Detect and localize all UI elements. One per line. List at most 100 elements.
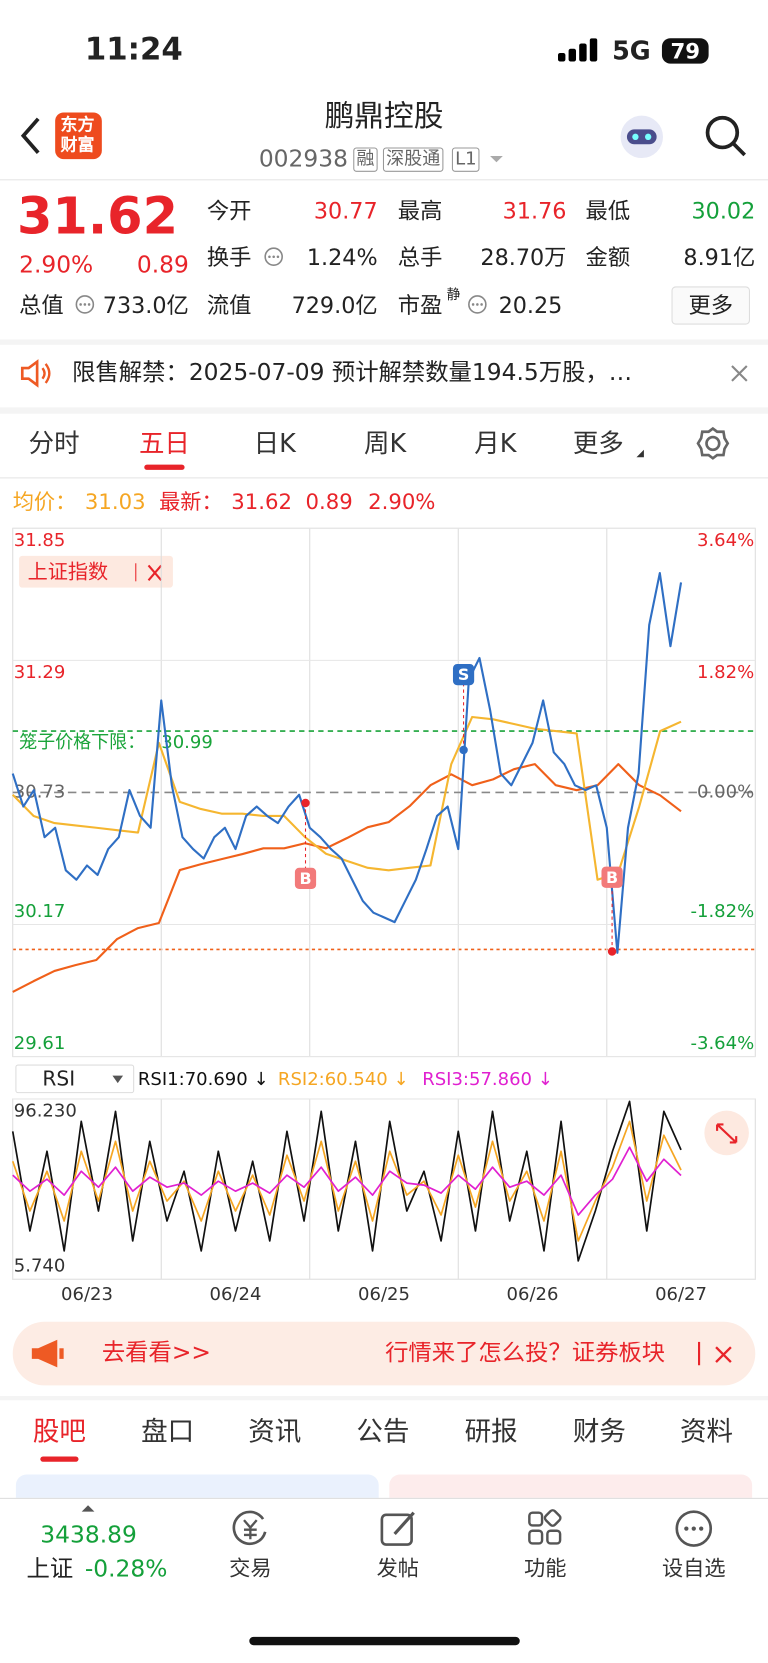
dropdown[interactable]: [488, 154, 505, 165]
y2-tick-label: -3.64%: [690, 1033, 754, 1054]
speaker-icon: [20, 359, 51, 388]
info-icon[interactable]: [74, 294, 95, 315]
signal: [557, 38, 598, 62]
clock: 11:24: [84, 30, 183, 67]
field-value: 31.76: [502, 198, 567, 224]
nav-item[interactable]: 设自选: [661, 1555, 726, 1581]
ad-action[interactable]: 去看看>>: [101, 1339, 211, 1367]
nav-item[interactable]: 功能: [524, 1555, 567, 1581]
latest-pct: 2.90%: [368, 490, 435, 515]
gap: [0, 339, 768, 345]
notice[interactable]: 限售解禁：2025-07-09 预计解禁数量194.5万股，…: [72, 359, 633, 387]
latest-label: 最新：: [159, 490, 223, 515]
change: 0.89: [136, 252, 189, 279]
select-arrow: [112, 1075, 124, 1084]
y2-tick-label: 1.82%: [697, 662, 754, 683]
price: 31.62: [16, 186, 179, 247]
close[interactable]: [730, 364, 749, 383]
post-icon[interactable]: [378, 1508, 420, 1548]
info-icon[interactable]: [263, 246, 284, 267]
latest-change: 0.89: [306, 490, 353, 515]
field-label: 金额: [585, 245, 631, 271]
more-arrow: [636, 449, 644, 458]
back[interactable]: [17, 115, 45, 157]
x-tick-label: 06/26: [507, 1284, 559, 1305]
trade-dot: [607, 947, 617, 956]
field-value: 20.25: [498, 292, 563, 319]
field-value: 28.70万: [480, 245, 567, 271]
indicator-label: RSI2:60.540 ↓: [278, 1069, 409, 1090]
battery: 79: [661, 38, 709, 64]
y-tick-label: 96.230: [14, 1101, 77, 1122]
period-tab[interactable]: 五日: [138, 428, 190, 459]
trade-badge: [452, 664, 475, 686]
trade-badge: [294, 867, 317, 889]
trade-icon[interactable]: [229, 1508, 271, 1548]
period-tab[interactable]: 月K: [474, 428, 517, 459]
watch-icon[interactable]: [674, 1508, 716, 1548]
settings[interactable]: [695, 425, 731, 461]
logo-text: 财富: [60, 134, 95, 155]
trade-dot: [301, 798, 310, 808]
field-value: 729.0亿: [291, 292, 378, 319]
avatar[interactable]: [617, 112, 666, 161]
content-tab[interactable]: 盘口: [141, 1416, 195, 1447]
nav-item[interactable]: 发帖: [376, 1555, 420, 1581]
trade-dot: [459, 745, 468, 755]
index-name: 上证: [26, 1556, 74, 1583]
nav-item[interactable]: 交易: [229, 1555, 272, 1581]
field-value: 30.77: [313, 198, 378, 224]
logo[interactable]: 东方 财富: [55, 112, 102, 160]
avg-label: 均价：: [13, 490, 77, 515]
indicator-select[interactable]: [15, 1064, 135, 1094]
overlay-tag[interactable]: [19, 555, 173, 588]
x-tick-label: 06/24: [210, 1284, 262, 1305]
series-line: [12, 1146, 682, 1216]
period-tab[interactable]: 分时: [28, 428, 80, 459]
content-tab[interactable]: 资讯: [248, 1416, 302, 1447]
latest-value: 31.62: [231, 490, 292, 515]
trade-badge: [601, 866, 623, 888]
feature-icon[interactable]: [525, 1508, 567, 1548]
content-tab[interactable]: 研报: [464, 1416, 518, 1447]
threshold-value: 30.99: [161, 732, 213, 753]
divider: [0, 179, 768, 181]
field-sup: 静: [446, 287, 461, 304]
close[interactable]: [714, 1345, 733, 1364]
field-label: 最高: [397, 198, 443, 224]
content-tab[interactable]: 股吧: [32, 1416, 86, 1447]
more-button[interactable]: 更多: [671, 286, 750, 325]
field-value: 1.24%: [306, 245, 378, 271]
content-tab[interactable]: 资料: [679, 1416, 734, 1447]
y2-tick-label: 3.64%: [697, 530, 754, 551]
y-tick-label: 31.85: [14, 530, 66, 551]
trade-mark: S: [458, 665, 469, 684]
tag: 深股通: [382, 147, 444, 172]
x-tick-label: 06/25: [358, 1284, 410, 1305]
ad-banner[interactable]: [12, 1321, 756, 1386]
up-arrow: [81, 1505, 95, 1512]
overlay-tag-text: 上证指数: [28, 559, 109, 583]
period-tab[interactable]: 周K: [363, 428, 407, 459]
gap: [0, 1396, 768, 1401]
period-tab[interactable]: 更多: [572, 428, 624, 459]
home-indicator: [249, 1636, 520, 1646]
close[interactable]: [147, 564, 163, 581]
info-icon[interactable]: [467, 294, 488, 315]
index-value[interactable]: 3438.89: [40, 1522, 137, 1549]
y-tick-label: 30.17: [14, 901, 66, 922]
megaphone: [31, 1339, 64, 1368]
content-tab[interactable]: 公告: [356, 1416, 410, 1447]
indicator-label: RSI3:57.860 ↓: [422, 1069, 553, 1090]
field-label: 换手: [206, 245, 252, 271]
x-tick-label: 06/27: [655, 1284, 707, 1305]
search[interactable]: [702, 112, 749, 159]
tab-underline: [40, 1456, 79, 1462]
content-tab[interactable]: 财务: [572, 1416, 626, 1447]
tag: L1: [451, 147, 480, 172]
field-value: 733.0亿: [102, 292, 189, 319]
x-tick-label: 06/23: [61, 1284, 113, 1305]
period-tab[interactable]: 日K: [253, 428, 296, 459]
